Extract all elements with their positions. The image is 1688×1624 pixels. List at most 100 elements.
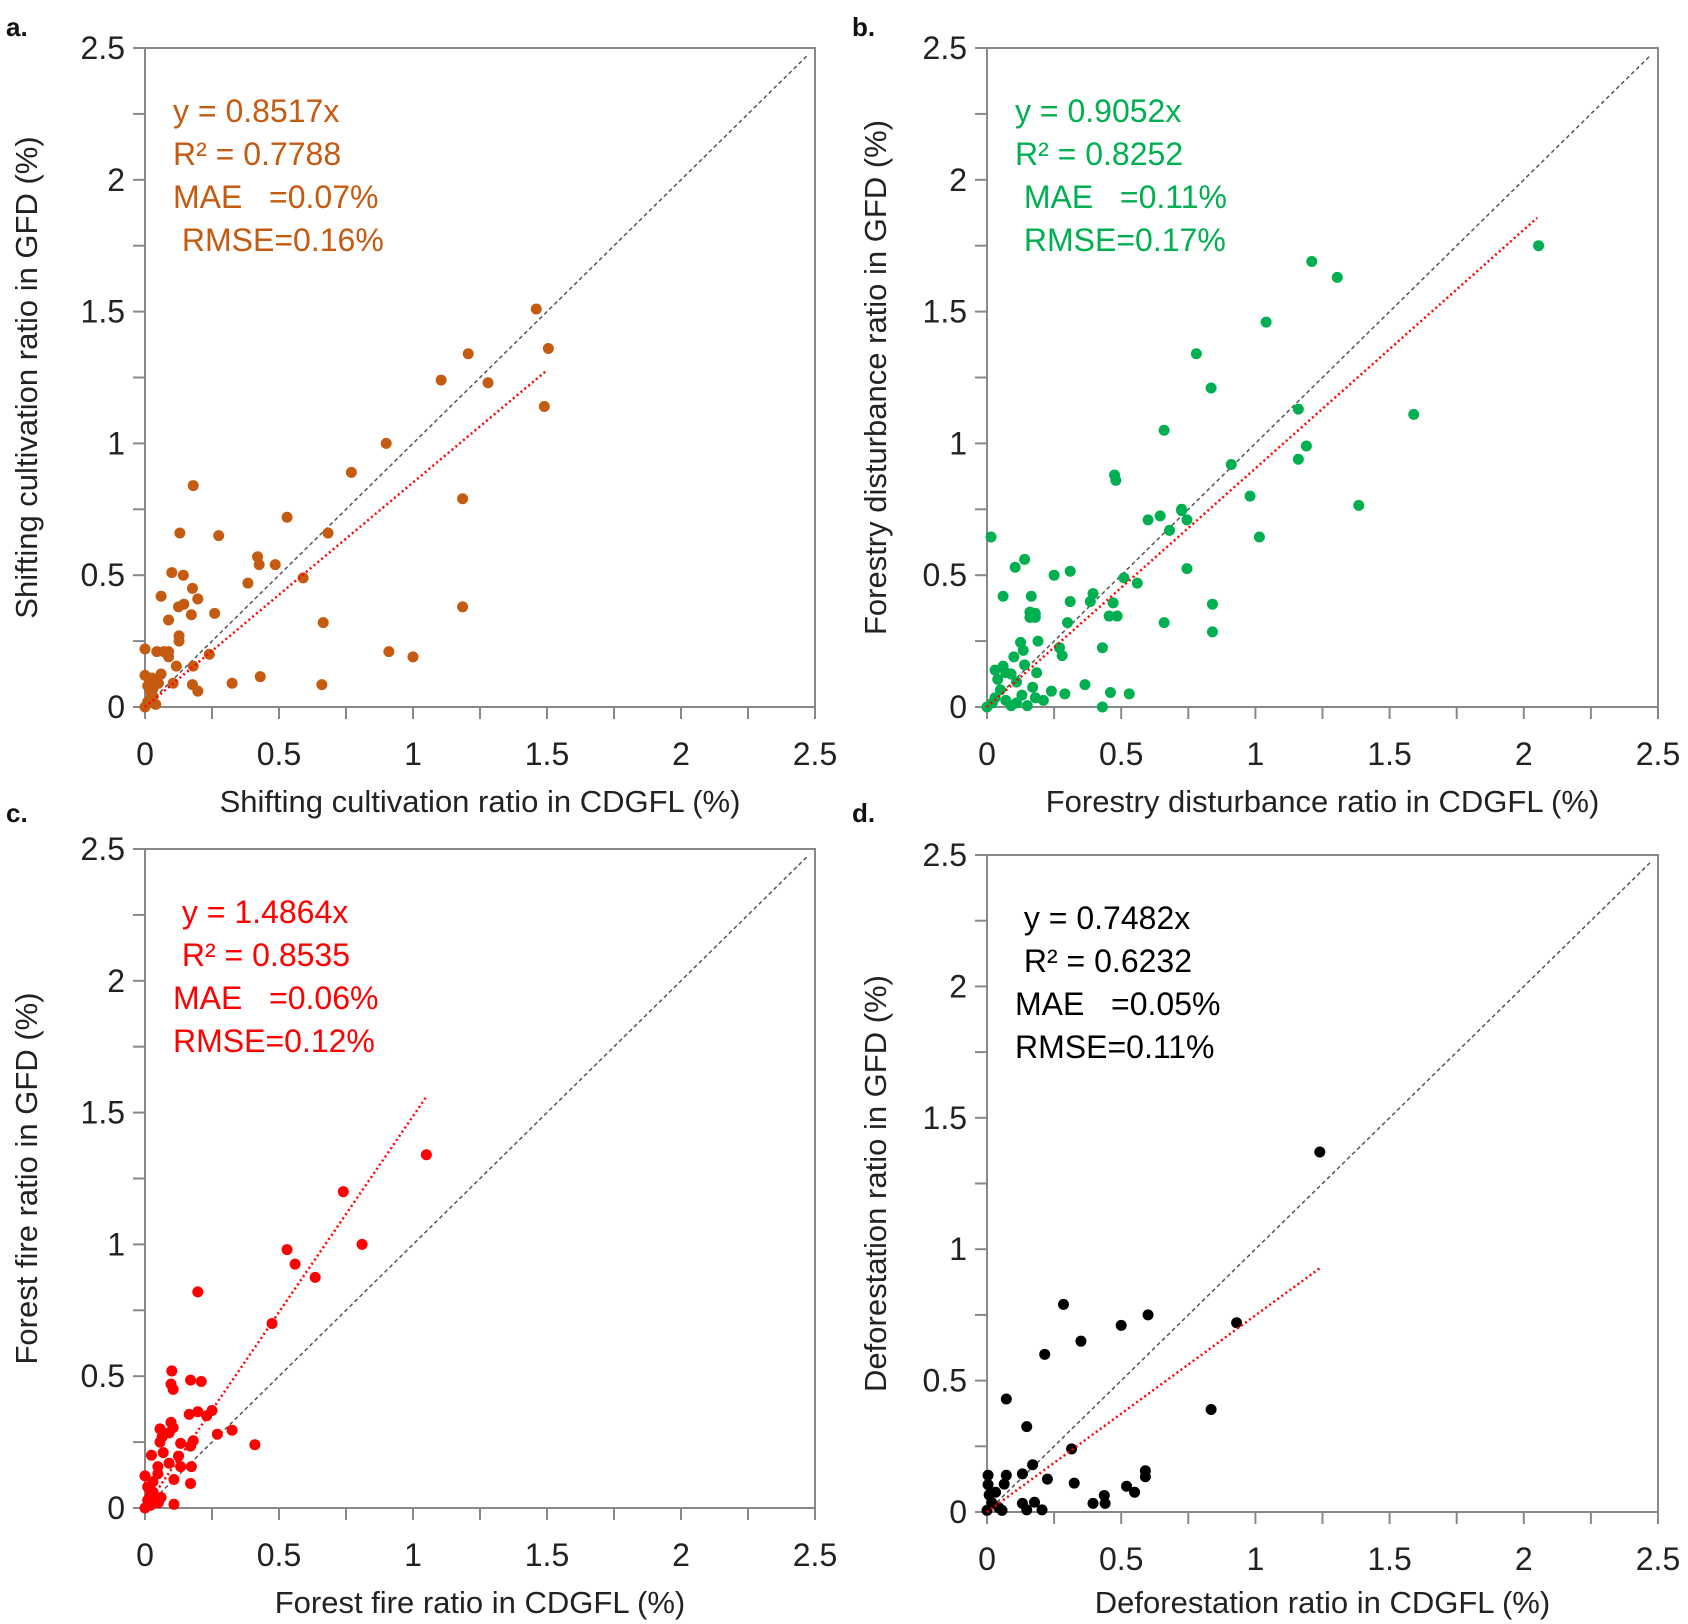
regression-annotation: y = 0.7482x <box>1015 900 1190 936</box>
x-tick-label: 0.5 <box>257 1537 301 1573</box>
data-point <box>144 693 156 705</box>
data-point <box>1244 490 1256 502</box>
data-point <box>1029 611 1041 623</box>
y-tick-label: 2.5 <box>81 30 125 66</box>
regression-annotation: R² = 0.8252 <box>1015 136 1183 172</box>
data-point <box>254 671 266 683</box>
regression-annotation: R² = 0.6232 <box>1015 943 1192 979</box>
data-point <box>289 1258 301 1270</box>
data-point <box>1039 1348 1051 1360</box>
regression-annotation: MAE =0.11% <box>1015 179 1227 215</box>
data-point <box>192 685 204 697</box>
x-tick-label: 1 <box>1247 1541 1265 1577</box>
data-point <box>203 648 215 660</box>
data-point <box>170 660 182 672</box>
y-tick-label: 1 <box>949 1231 967 1267</box>
data-point <box>1107 597 1119 609</box>
regression-annotation: MAE =0.05% <box>1015 986 1220 1022</box>
data-point <box>1036 1504 1048 1516</box>
data-point <box>177 569 189 581</box>
y-tick-label: 0 <box>949 689 967 725</box>
data-point <box>1099 1497 1111 1509</box>
data-point <box>249 1439 261 1451</box>
data-point <box>1096 642 1108 654</box>
data-point <box>163 614 175 626</box>
data-point <box>185 609 197 621</box>
x-tick-label: 0 <box>978 1541 996 1577</box>
data-point <box>1075 1335 1087 1347</box>
data-point <box>435 374 447 386</box>
y-tick-label: 2 <box>107 963 125 999</box>
data-point <box>209 607 221 619</box>
data-point <box>187 480 199 492</box>
data-point <box>1206 626 1218 638</box>
data-point <box>1005 668 1017 680</box>
y-tick-label: 0 <box>107 689 125 725</box>
panel-label: a. <box>6 12 28 42</box>
data-point <box>1045 685 1057 697</box>
y-tick-label: 0.5 <box>923 1363 967 1399</box>
data-point <box>457 601 469 613</box>
data-point <box>420 1149 432 1161</box>
x-tick-label: 2.5 <box>1636 1541 1680 1577</box>
data-point <box>1016 689 1028 701</box>
data-point <box>530 303 542 315</box>
data-point <box>226 677 238 689</box>
data-point <box>1064 565 1076 577</box>
data-point <box>158 646 170 658</box>
panel-label: d. <box>852 798 875 828</box>
fit-line <box>986 1267 1321 1514</box>
data-point <box>155 590 167 602</box>
data-point <box>997 590 1009 602</box>
data-point <box>1017 644 1029 656</box>
data-point <box>1021 700 1033 712</box>
data-point <box>195 1375 207 1387</box>
data-point <box>1027 681 1039 693</box>
data-point <box>175 1437 187 1449</box>
y-tick-label: 1.5 <box>923 294 967 330</box>
identity-line <box>144 55 808 708</box>
data-point <box>139 643 151 655</box>
data-point <box>155 668 167 680</box>
data-point <box>1059 688 1071 700</box>
regression-annotation: RMSE=0.16% <box>173 222 384 258</box>
data-point <box>1306 256 1318 268</box>
panel-label: b. <box>852 12 875 42</box>
y-axis-label: Deforestation ratio in GFD (%) <box>858 975 893 1392</box>
data-point <box>982 1469 994 1481</box>
y-tick-label: 2 <box>107 162 125 198</box>
data-point <box>356 1238 368 1250</box>
data-point <box>1154 510 1166 522</box>
y-tick-label: 0.5 <box>81 1358 125 1394</box>
data-point <box>192 1406 204 1418</box>
data-point <box>139 1470 151 1482</box>
data-point <box>168 1474 180 1486</box>
data-point <box>1103 610 1115 622</box>
data-point <box>1118 572 1130 584</box>
data-point <box>457 493 469 505</box>
data-point <box>1115 1319 1127 1331</box>
regression-annotation: RMSE=0.11% <box>1015 1029 1215 1065</box>
data-point <box>1027 1459 1039 1471</box>
data-point <box>1331 271 1343 283</box>
data-point <box>142 1494 154 1506</box>
y-tick-label: 0.5 <box>81 557 125 593</box>
data-point <box>1129 1486 1141 1498</box>
data-point <box>1353 499 1365 511</box>
data-point <box>1206 598 1218 610</box>
data-point <box>1158 617 1170 629</box>
data-point <box>297 572 309 584</box>
data-point <box>1064 596 1076 608</box>
data-point <box>1158 424 1170 436</box>
data-point <box>1292 403 1304 415</box>
data-point <box>1111 610 1123 622</box>
data-point <box>1139 1471 1151 1483</box>
data-point <box>1062 617 1074 629</box>
x-tick-label: 2 <box>1515 736 1533 772</box>
data-point <box>1011 676 1023 688</box>
x-tick-label: 0.5 <box>257 736 301 772</box>
data-point <box>1025 590 1037 602</box>
data-point <box>1110 474 1122 486</box>
data-point <box>185 1477 197 1489</box>
